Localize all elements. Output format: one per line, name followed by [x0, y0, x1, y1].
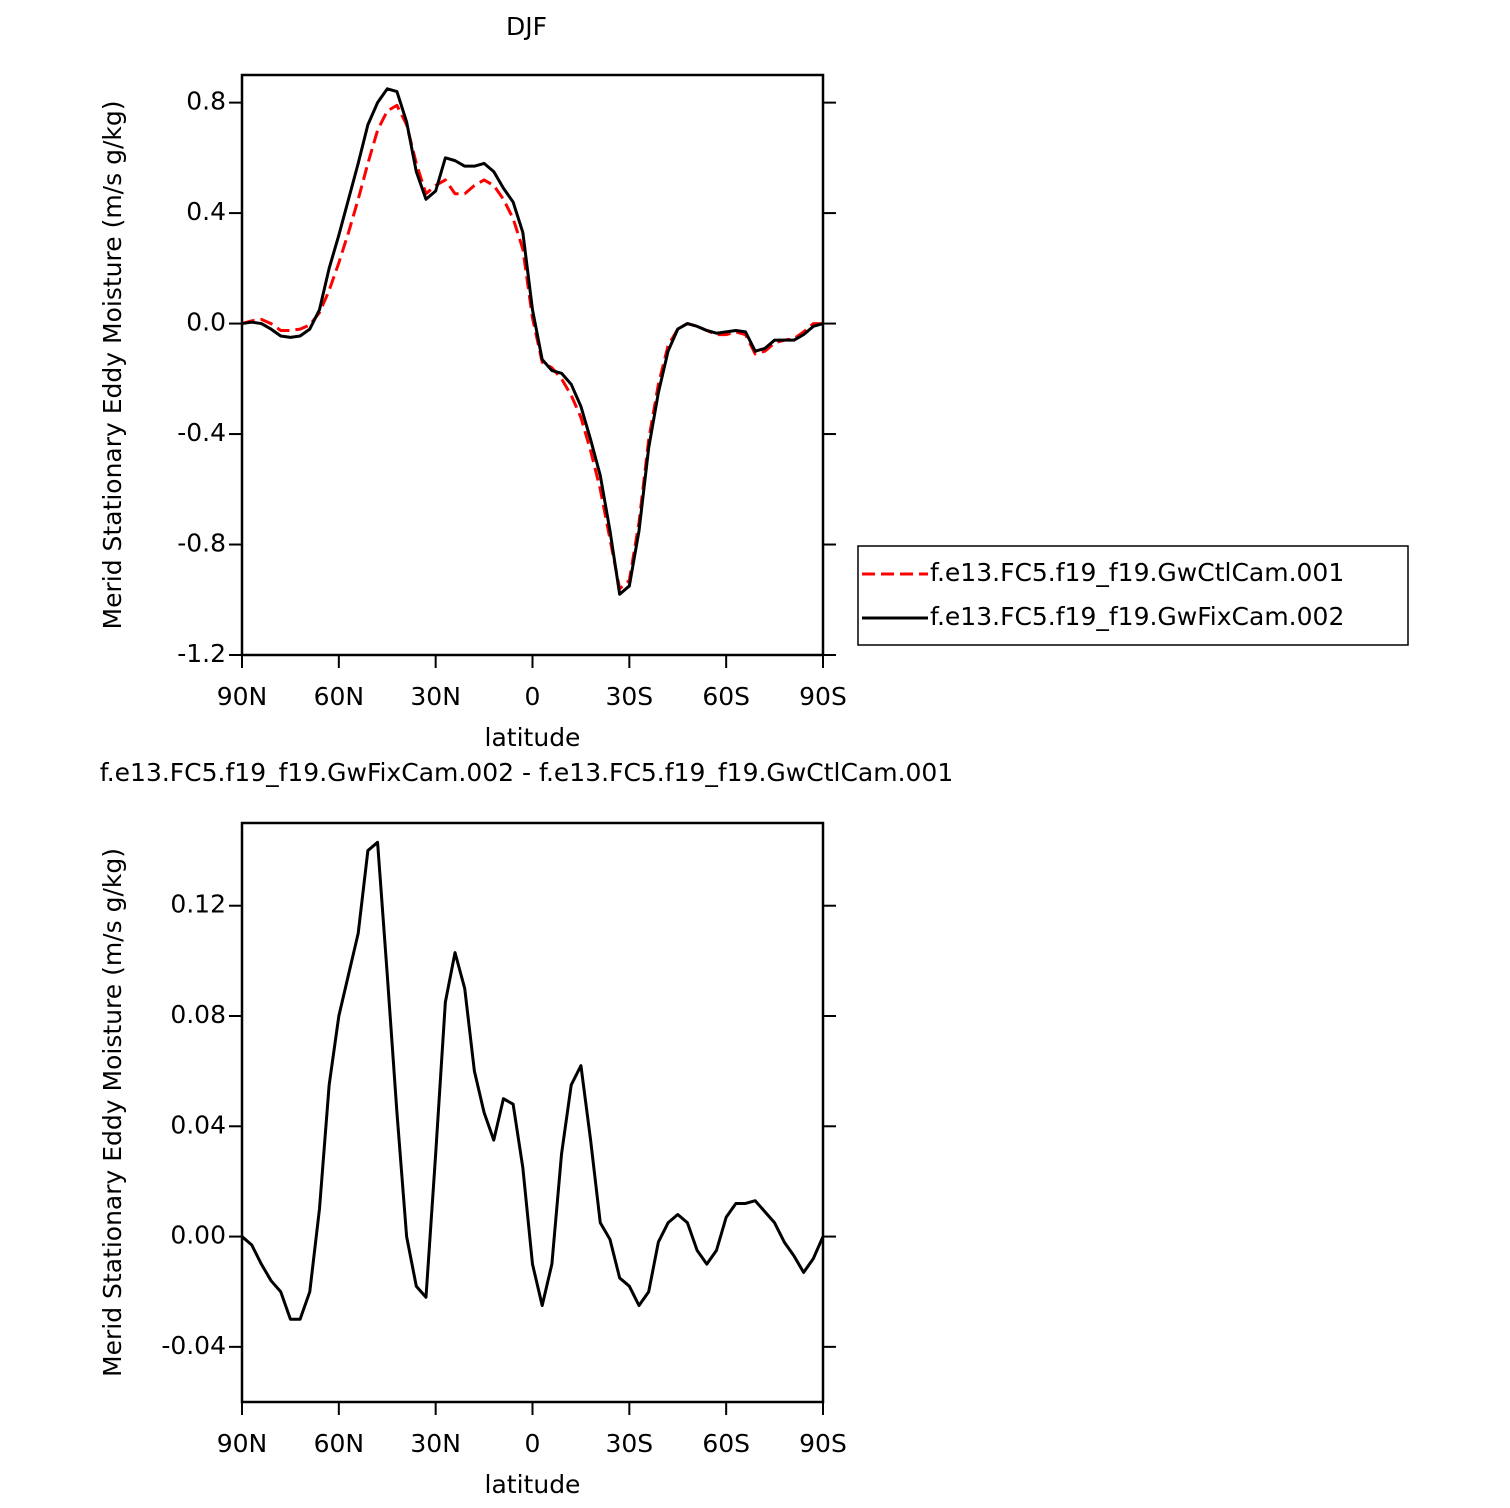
- y-tick-label: 0.8: [186, 87, 226, 116]
- legend-box: [857, 545, 1409, 646]
- x-tick-label: 60S: [702, 1429, 750, 1458]
- x-tick-label: 60S: [702, 682, 750, 711]
- x-tick-label: 90N: [217, 682, 268, 711]
- y-tick-label: 0.00: [170, 1221, 226, 1250]
- y-axis-label: Merid Stationary Eddy Moisture (m/s g/kg…: [98, 101, 127, 630]
- chart-title: f.e13.FC5.f19_f19.GwFixCam.002 - f.e13.F…: [100, 758, 954, 787]
- y-tick-label: 0.0: [186, 308, 226, 337]
- x-tick-label: 90S: [799, 1429, 847, 1458]
- data-line: [241, 103, 823, 591]
- x-axis-label: latitude: [485, 723, 581, 752]
- x-tick-label: 30S: [605, 682, 653, 711]
- x-tick-label: 90N: [217, 1429, 268, 1458]
- x-tick-label: 60N: [314, 682, 365, 711]
- y-tick-label: 0.12: [170, 890, 226, 919]
- data-line: [241, 840, 825, 1321]
- x-tick-label: 60N: [314, 1429, 365, 1458]
- x-tick-label: 30N: [410, 1429, 461, 1458]
- y-axis-label: Merid Stationary Eddy Moisture (m/s g/kg…: [98, 848, 127, 1377]
- plot-frame: [240, 821, 825, 1404]
- y-tick-label: 0.08: [170, 1000, 226, 1029]
- y-tick-label: 0.04: [170, 1110, 226, 1139]
- x-tick-label: 30S: [605, 1429, 653, 1458]
- y-tick-label: -1.2: [177, 639, 226, 668]
- x-tick-label: 90S: [799, 682, 847, 711]
- legend-label: f.e13.FC5.f19_f19.GwFixCam.002: [930, 602, 1344, 631]
- y-tick-label: -0.04: [161, 1331, 226, 1360]
- legend-label: f.e13.FC5.f19_f19.GwCtlCam.001: [930, 558, 1344, 587]
- x-tick-label: 0: [525, 682, 541, 711]
- x-axis-label: latitude: [485, 1470, 581, 1499]
- chart-title: DJF: [506, 12, 547, 41]
- y-tick-label: -0.8: [177, 529, 226, 558]
- x-tick-label: 0: [525, 1429, 541, 1458]
- y-tick-label: -0.4: [177, 418, 226, 447]
- x-tick-label: 30N: [410, 682, 461, 711]
- y-tick-label: 0.4: [186, 197, 226, 226]
- plot-frame: [240, 73, 825, 657]
- data-line: [241, 87, 824, 596]
